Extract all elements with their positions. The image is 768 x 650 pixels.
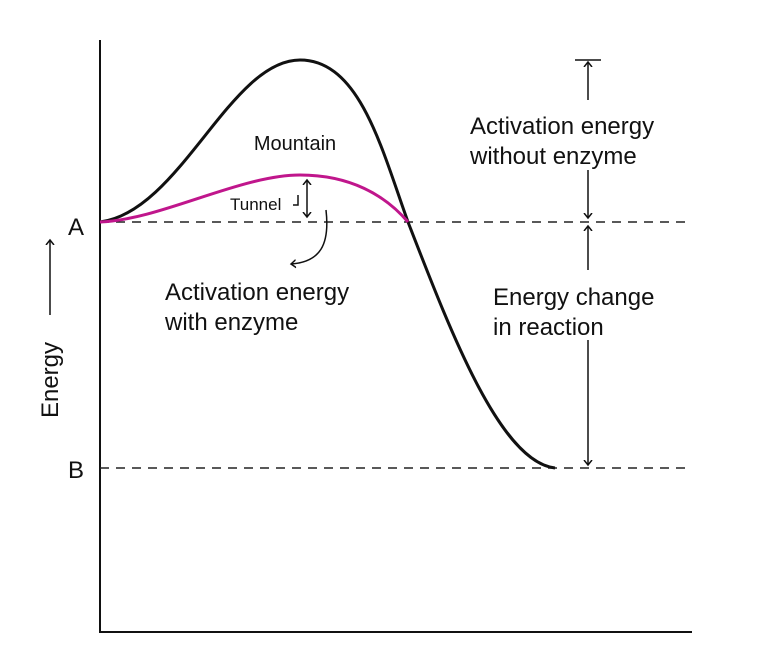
tunnel-pointer — [293, 195, 299, 206]
axis-label: Energy — [37, 342, 64, 418]
curve-label: Mountain — [254, 133, 336, 155]
level-label: B — [68, 457, 84, 484]
annotation-line: with enzyme — [164, 309, 298, 336]
level-label: A — [68, 214, 84, 241]
curve-label: Tunnel — [230, 195, 281, 214]
annotation-line: Energy change — [493, 284, 654, 311]
enzyme-arrow — [291, 209, 328, 264]
annotation-line: Activation energy — [470, 113, 654, 140]
annotation-line: in reaction — [493, 314, 604, 341]
tunnel-curve — [99, 173, 410, 224]
mountain-curve — [99, 58, 556, 470]
annotation-line: Activation energy — [165, 279, 349, 306]
annotation-line: without enzyme — [469, 143, 637, 170]
